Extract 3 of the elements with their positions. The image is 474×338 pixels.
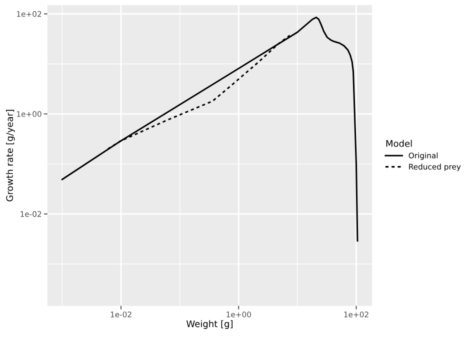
x-axis-title: Weight [g] — [186, 320, 233, 329]
y-axis-title: Growth rate [g/year] — [6, 110, 15, 202]
legend-title: Model — [386, 140, 412, 147]
